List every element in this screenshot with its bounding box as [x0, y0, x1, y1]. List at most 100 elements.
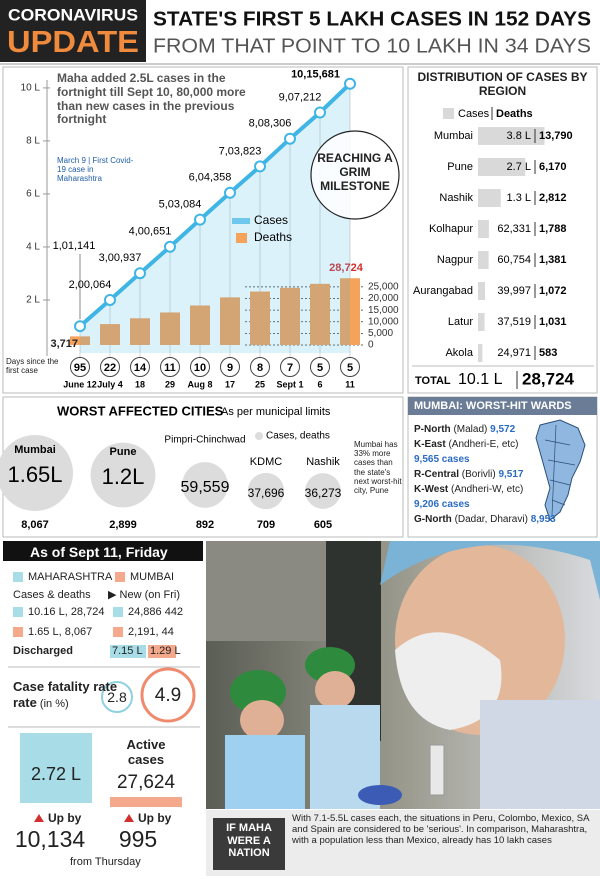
y2-tick-label: 15,000: [368, 305, 399, 316]
photo-face: [240, 700, 284, 740]
day-value: 14: [134, 362, 147, 374]
total-label: TOTAL: [415, 375, 451, 387]
data-label: 7,03,823: [219, 145, 262, 157]
x-tick-label: 29: [165, 379, 175, 389]
legend-label: Cases: [458, 108, 490, 120]
day-value: 7: [287, 362, 293, 374]
data-label: 1,381: [539, 254, 567, 266]
day-circle: [70, 357, 90, 377]
ward-item: G-North (Dadar, Dharavi) 8,953: [414, 512, 556, 527]
headline: STATE'S FIRST 5 LAKH CASES IN 152 DAYS: [153, 8, 591, 30]
label: rate: [13, 695, 37, 710]
data-label: 2,00,064: [69, 279, 112, 291]
annotation: REACHING A GRIM MILESTONE: [317, 151, 393, 193]
day-circle: [130, 357, 150, 377]
y-tick-label: Latur: [448, 316, 473, 328]
value: 1.65 L, 8,067: [28, 626, 93, 638]
photo-cap: [380, 541, 600, 600]
city-label: KDMC: [250, 456, 282, 468]
bubble: [90, 442, 156, 508]
point: [164, 240, 176, 253]
panel: [2, 66, 404, 394]
data-label: 4,00,651: [129, 226, 172, 238]
bar: [340, 278, 360, 345]
y-tick-label: Kolhapur: [429, 223, 473, 235]
x-tick-label: 11: [345, 379, 355, 389]
bar: [478, 282, 485, 300]
y-tick-label: Nagpur: [437, 254, 473, 266]
data-label: 3.8 L: [507, 130, 531, 142]
y2-tick-label: 20,000: [368, 293, 399, 304]
point: [74, 320, 86, 333]
ward-area: (Dadar, Dharavi): [454, 514, 528, 525]
point: [284, 132, 296, 145]
ward-item: P-North (Malad) 9,572: [414, 422, 554, 437]
y-tick-label: 8 L: [26, 136, 40, 147]
day-value: 9: [227, 362, 233, 374]
snapshot-header: [3, 541, 203, 561]
day-value: 8: [257, 362, 263, 374]
day-value: 11: [164, 362, 176, 374]
y-tick-label: Akola: [445, 347, 473, 359]
data-label: 1,01,141: [53, 240, 96, 252]
bar: [478, 313, 485, 331]
photo-glove: [358, 785, 402, 805]
city-label: Pune: [110, 446, 137, 458]
x-tick-label: 18: [135, 379, 145, 389]
data-label: 10,15,681: [291, 69, 340, 81]
day-circle: [310, 357, 330, 377]
swatch: [13, 627, 23, 637]
value: 2.8: [107, 689, 127, 705]
ward: P-North: [414, 424, 451, 435]
city-label: Nashik: [306, 456, 340, 468]
ward-map: [535, 419, 586, 521]
bar: [478, 220, 489, 238]
day-circle: [100, 357, 120, 377]
ward-area: (Andheri-E, etc): [448, 439, 519, 450]
cfr-circle: [140, 667, 196, 723]
ward-cases: 9,572: [490, 424, 516, 435]
photo-gown: [480, 700, 600, 809]
y2-tick-label: 10,000: [368, 316, 399, 327]
label: Discharged: [13, 645, 73, 657]
bubble: [247, 472, 285, 510]
value: 10.16 L, 28,724: [28, 606, 105, 618]
bubble: [305, 473, 341, 509]
ward-cases: 8,953: [530, 514, 556, 525]
label: Case fatality rate: [13, 679, 118, 694]
data-label: 709: [257, 519, 275, 531]
annotation: March 9 | First Covid-19 case in Maharas…: [57, 156, 134, 184]
swatch: [113, 627, 123, 637]
data-label: 6,04,358: [189, 172, 232, 184]
ward-item: R-Central (Borivli) 9,517: [414, 467, 554, 482]
bubble: [0, 434, 74, 512]
y-tick-label: 10 L: [21, 83, 41, 94]
photo-mask: [395, 632, 502, 730]
swatch: [110, 645, 146, 658]
swatch: [148, 645, 176, 658]
bar: [478, 127, 545, 145]
photo-face: [315, 671, 355, 709]
label: New (on Fri): [119, 589, 181, 601]
point: [104, 293, 116, 306]
day-value: 95: [74, 362, 86, 374]
data-label: 37,696: [248, 486, 285, 500]
data-label: 605: [314, 519, 332, 531]
note: from Thursday: [70, 856, 141, 868]
swatch: [13, 572, 23, 582]
total-cases: 10.1 L: [458, 371, 503, 388]
line: [78, 82, 352, 328]
data-label: 28,724: [329, 262, 364, 274]
y2-tick-label: 25,000: [368, 282, 399, 293]
value: 995: [118, 826, 158, 852]
y-tick-label: 2 L: [26, 295, 40, 306]
legend-item: MUMBAI: [130, 571, 174, 583]
subhead: FROM THAT POINT TO 10 LAKH IN 34 DAYS: [153, 35, 591, 57]
note: Mumbai has 33% more cases than the state…: [354, 440, 402, 495]
day-value: 22: [104, 362, 116, 374]
badge-top: CORONAVIRUS: [8, 5, 138, 24]
footer-text: With 7.1-5.5L cases each, the situations…: [292, 813, 589, 846]
label: Active cases: [126, 737, 166, 767]
